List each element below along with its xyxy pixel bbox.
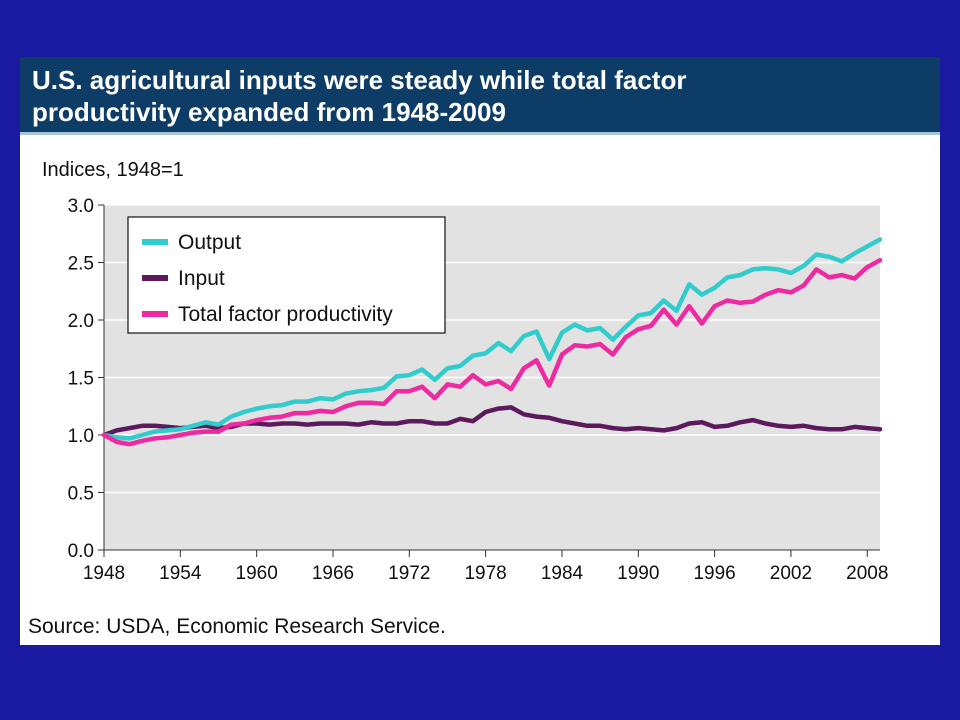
x-tick-label: 1972 — [388, 563, 430, 584]
y-tick-label: 0.0 — [68, 541, 94, 562]
y-tick-label: 1.0 — [68, 426, 94, 447]
x-tick-label: 1954 — [159, 563, 202, 584]
x-tick-label: 1990 — [617, 563, 659, 584]
source-note: Source: USDA, Economic Research Service. — [28, 615, 446, 638]
y-tick-label: 2.5 — [68, 254, 94, 275]
y-tick-label: 2.0 — [68, 311, 94, 332]
x-tick-label: 2008 — [846, 563, 888, 584]
y-tick-label: 1.5 — [68, 369, 94, 390]
series-line-total-factor-productivity — [101, 257, 883, 447]
legend: Output Input Total factor productivity — [127, 216, 446, 334]
series-line-output — [101, 237, 883, 441]
series-lines — [101, 237, 883, 447]
legend-label: Total factor productivity — [178, 303, 393, 326]
x-tick-label: 1966 — [312, 563, 354, 584]
chart-title-line-2: productivity expanded from 1948-2009 — [32, 97, 506, 127]
line-chart: Indices, 1948=1 0.0 0.5 1.0 1.5 2.0 2.5 3.0 19… — [42, 159, 888, 584]
title-bar: U.S. agricultural inputs were steady whi… — [20, 57, 940, 135]
y-axis-tick-labels: 0.0 0.5 1.0 1.5 2.0 2.5 3.0 — [68, 196, 104, 562]
x-tick-label: 1984 — [541, 563, 584, 584]
x-tick-label: 1996 — [693, 563, 735, 584]
x-tick-label: 1978 — [464, 563, 506, 584]
x-tick-label: 1960 — [236, 563, 278, 584]
x-tick-label: 1948 — [83, 563, 125, 584]
x-axis-tick-labels: 1948 1954 1960 1966 1972 1978 1984 1990 1996 2002… — [83, 550, 888, 584]
chart-card: U.S. agricultural inputs were steady whi… — [20, 57, 940, 645]
chart-title-line-1: U.S. agricultural inputs were steady whi… — [32, 65, 687, 95]
legend-box — [127, 216, 446, 334]
legend-label: Output — [178, 231, 241, 254]
y-tick-label: 3.0 — [68, 196, 94, 217]
legend-label: Input — [178, 267, 225, 290]
x-tick-label: 2002 — [770, 563, 812, 584]
y-axis-unit-label: Indices, 1948=1 — [42, 159, 184, 181]
y-tick-label: 0.5 — [68, 484, 94, 505]
